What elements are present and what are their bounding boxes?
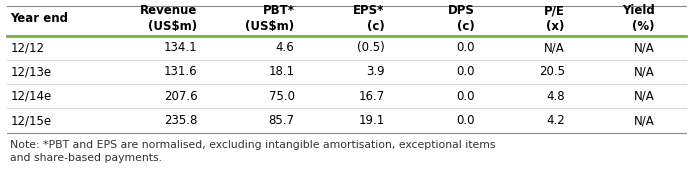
Text: 134.1: 134.1 <box>164 41 198 54</box>
Text: 235.8: 235.8 <box>164 114 198 127</box>
Text: 0.0: 0.0 <box>456 41 475 54</box>
Text: 12/15e: 12/15e <box>10 114 51 127</box>
Text: 12/13e: 12/13e <box>10 65 51 79</box>
Text: 18.1: 18.1 <box>268 65 295 79</box>
Text: EPS*
(c): EPS* (c) <box>353 4 385 33</box>
Text: Yield
(%): Yield (%) <box>622 4 655 33</box>
Text: 0.0: 0.0 <box>456 90 475 103</box>
Text: 207.6: 207.6 <box>164 90 198 103</box>
Text: 19.1: 19.1 <box>358 114 385 127</box>
Text: N/A: N/A <box>634 90 655 103</box>
Text: N/A: N/A <box>634 114 655 127</box>
Text: 12/14e: 12/14e <box>10 90 52 103</box>
Text: N/A: N/A <box>634 41 655 54</box>
Text: Note: *PBT and EPS are normalised, excluding intangible amortisation, exceptiona: Note: *PBT and EPS are normalised, exclu… <box>10 140 496 163</box>
Text: PBT*
(US$m): PBT* (US$m) <box>245 4 295 33</box>
Text: Revenue
(US$m): Revenue (US$m) <box>140 4 198 33</box>
Text: (0.5): (0.5) <box>357 41 385 54</box>
Text: 20.5: 20.5 <box>538 65 565 79</box>
Text: 75.0: 75.0 <box>268 90 295 103</box>
Text: P/E
(x): P/E (x) <box>544 4 565 33</box>
Text: 16.7: 16.7 <box>358 90 385 103</box>
Text: 131.6: 131.6 <box>164 65 198 79</box>
Text: 4.6: 4.6 <box>276 41 295 54</box>
Text: 4.8: 4.8 <box>546 90 565 103</box>
Text: 85.7: 85.7 <box>268 114 295 127</box>
Text: Year end: Year end <box>10 12 69 25</box>
Text: 3.9: 3.9 <box>366 65 385 79</box>
Text: DPS
(c): DPS (c) <box>448 4 475 33</box>
Text: N/A: N/A <box>544 41 565 54</box>
Text: N/A: N/A <box>634 65 655 79</box>
Text: 0.0: 0.0 <box>456 65 475 79</box>
Text: 12/12: 12/12 <box>10 41 44 54</box>
Text: 4.2: 4.2 <box>546 114 565 127</box>
Text: 0.0: 0.0 <box>456 114 475 127</box>
